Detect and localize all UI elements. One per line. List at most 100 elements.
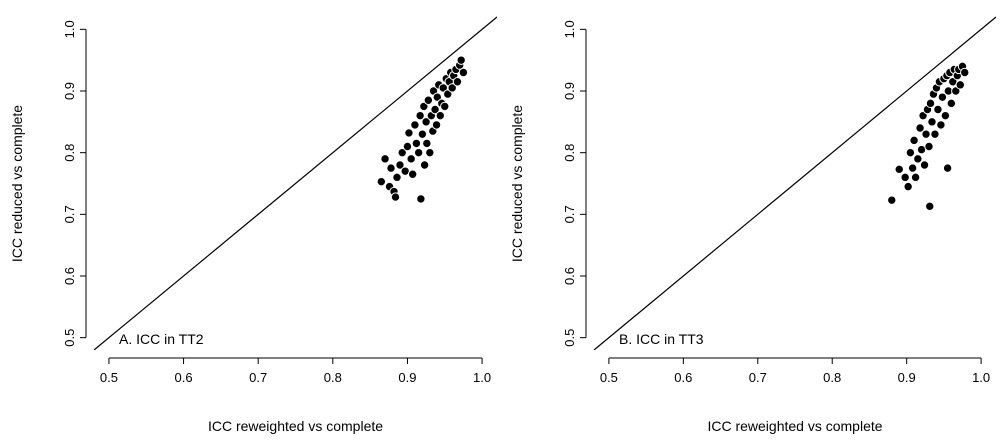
y-tick-label: 0.7 [62, 205, 77, 223]
scatter-point [933, 104, 943, 115]
scatter-point [913, 154, 923, 164]
scatter-point [925, 98, 936, 109]
y-tick-label: 0.7 [562, 205, 577, 223]
scatter-point [447, 83, 457, 93]
scatter-point [903, 181, 913, 192]
scatter-point [924, 141, 934, 152]
scatter-point [927, 117, 937, 127]
scatter-point [925, 201, 935, 212]
scatter-point [376, 176, 387, 187]
y-tick-label: 0.8 [62, 144, 77, 162]
scatter-point [909, 135, 919, 146]
x-tick-label: 1.0 [473, 370, 491, 385]
scatter-point [419, 101, 429, 112]
scatter-point [422, 138, 432, 149]
identity-line [593, 16, 997, 351]
edge-mask [996, 0, 1004, 441]
identity-line [93, 16, 498, 351]
scatter-point [415, 110, 425, 121]
scatter-point [392, 172, 402, 183]
scatter-point [458, 67, 469, 78]
y-tick-label: 1.0 [562, 20, 577, 38]
scatter-point [940, 110, 951, 121]
scatter-point [915, 123, 925, 133]
y-tick-label: 1.0 [62, 20, 77, 38]
scatter-point [930, 129, 940, 139]
scatter-point [417, 129, 428, 139]
x-tick-label: 0.5 [600, 370, 618, 385]
scatter-point [380, 154, 390, 164]
scatter-point [430, 104, 440, 115]
x-tick-label: 0.7 [749, 370, 767, 385]
panel-a: 0.5 0.6 0.7 0.8 0.9 1.0 0.5 0.6 0.7 0.8 0.9 1.0 ICC … [9, 0, 517, 441]
scatter-point [900, 172, 910, 183]
x-tick-label: 1.0 [972, 370, 990, 385]
scatter-point [452, 77, 463, 87]
scatter-point [404, 128, 414, 138]
y-tick-label: 0.9 [62, 82, 77, 100]
edge-mask [497, 0, 517, 441]
scatter-point [416, 194, 426, 204]
scatter-point [960, 67, 970, 78]
scatter-point [395, 160, 405, 170]
scatter-point [419, 160, 430, 170]
scatter-point [894, 164, 904, 175]
x-tick-label: 0.8 [823, 370, 841, 385]
scatter-point [402, 141, 413, 152]
scatter-point [937, 92, 948, 102]
y-tick-label: 0.5 [562, 329, 577, 347]
scatter-point [407, 169, 418, 179]
scatter-point [919, 160, 930, 170]
x-tick-label: 0.9 [398, 370, 416, 385]
y-tick-label: 0.8 [562, 144, 577, 162]
edge-mask [592, 350, 1004, 352]
y-axis-title: ICC reduced vs complete [9, 105, 25, 262]
x-axis-title: ICC reweighted vs complete [208, 418, 383, 434]
scatter-point [406, 154, 416, 164]
scatter-point [946, 98, 957, 109]
scatter-point [410, 120, 420, 130]
x-tick-label: 0.8 [324, 370, 342, 385]
x-axis-title: ICC reweighted vs complete [707, 418, 882, 434]
x-tick-label: 0.6 [175, 370, 193, 385]
panel-b: 0.5 0.6 0.7 0.8 0.9 1.0 0.5 0.6 0.7 0.8 0.9 1.0 ICC … [509, 0, 1004, 441]
scatter-point [432, 92, 442, 102]
x-tick-label: 0.9 [898, 370, 916, 385]
scatter-point [905, 147, 916, 158]
y-tick-label: 0.6 [62, 267, 77, 285]
scatter-point [431, 120, 442, 130]
x-tick-label: 0.7 [249, 370, 267, 385]
scatter-point [443, 89, 453, 99]
panel-label: A. ICC in TT2 [119, 331, 204, 347]
scatter-point [456, 55, 466, 65]
scatter-point [951, 86, 961, 96]
scatter-point [386, 163, 396, 173]
x-tick-label: 0.6 [674, 370, 692, 385]
scatter-point [435, 110, 445, 121]
y-axis-title: ICC reduced vs complete [509, 105, 525, 262]
scatter-point [390, 192, 401, 202]
scatter-point [955, 80, 965, 90]
y-tick-label: 0.9 [562, 82, 577, 100]
scatter-point [918, 110, 928, 121]
scatter-point [423, 95, 434, 105]
scatter-point [921, 129, 931, 139]
scatter-point [440, 101, 450, 112]
panel-label: B. ICC in TT3 [619, 331, 704, 347]
scatter-point [910, 172, 921, 183]
scatter-point [936, 120, 946, 130]
scatter-point [413, 147, 424, 158]
edge-mask [92, 350, 517, 352]
y-tick-label: 0.6 [562, 267, 577, 285]
scatter-point [887, 195, 897, 205]
y-tick-label: 0.5 [62, 329, 77, 347]
x-tick-label: 0.5 [100, 370, 118, 385]
scatter-point [397, 147, 407, 158]
scatter-point [907, 163, 918, 173]
scatter-point [942, 163, 953, 173]
scatter-point [411, 138, 422, 149]
scatter-point [438, 83, 448, 93]
scatter-point [425, 147, 435, 158]
scatter-point [421, 117, 431, 127]
